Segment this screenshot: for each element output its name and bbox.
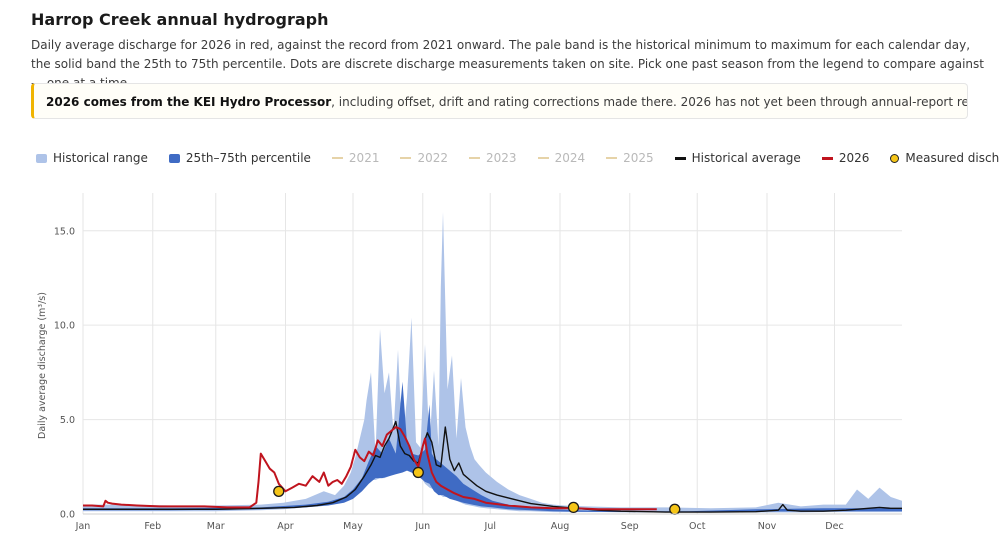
x-tick-label: Oct xyxy=(689,521,706,532)
historical-range-band xyxy=(83,211,902,513)
measured-discharge-point xyxy=(273,485,285,497)
legend-item-2022[interactable]: 2022 xyxy=(400,151,448,165)
legend-item-2026[interactable]: 2026 xyxy=(821,151,870,165)
measured-discharge-point xyxy=(669,503,681,515)
legend-swatch xyxy=(606,157,618,159)
legend-label: Measured discharge xyxy=(905,151,1000,165)
measured-discharge-point xyxy=(567,501,580,514)
legend-item-25th-75th-percentile[interactable]: 25th–75th percentile xyxy=(168,151,311,165)
legend-swatch xyxy=(400,157,412,159)
legend-label: 2023 xyxy=(486,151,517,165)
legend-item-historical-average[interactable]: Historical average xyxy=(674,151,801,165)
series-2026-line xyxy=(83,426,657,511)
page-title: Harrop Creek annual hydrograph xyxy=(31,10,329,29)
x-tick-label: Apr xyxy=(277,521,294,532)
x-tick-label: Sep xyxy=(621,521,639,532)
legend-label: Historical range xyxy=(53,151,148,165)
legend-swatch xyxy=(537,157,549,159)
legend-item-2024[interactable]: 2024 xyxy=(537,151,586,165)
y-tick-label: 10.0 xyxy=(54,321,75,332)
x-tick-label: Jul xyxy=(484,521,496,532)
legend-label: 2022 xyxy=(417,151,449,165)
legend-label: 2024 xyxy=(554,151,586,165)
notice-text: , including offset, drift and rating cor… xyxy=(331,95,967,109)
legend-swatch xyxy=(821,156,833,160)
legend-item-measured-discharge[interactable]: Measured discharge xyxy=(890,151,1000,165)
legend-swatch xyxy=(168,153,180,163)
x-tick-label: Nov xyxy=(758,521,777,532)
legend-label: 25th–75th percentile xyxy=(185,151,311,165)
notice-bold-text: 2026 comes from the KEI Hydro Processor xyxy=(46,95,332,109)
x-tick-label: Aug xyxy=(551,521,570,532)
y-tick-label: 15.0 xyxy=(54,226,75,237)
x-tick-label: Dec xyxy=(825,521,843,532)
historical-average-line xyxy=(83,420,902,513)
legend-label: 2021 xyxy=(348,151,380,165)
chart-legend: Historical range 25th–75th percentile 2021… xyxy=(36,149,1000,167)
legend-item-2023[interactable]: 2023 xyxy=(469,151,517,165)
chart-gridlines xyxy=(82,193,902,515)
x-tick-label: Feb xyxy=(144,521,161,532)
legend-swatch xyxy=(469,157,481,159)
x-tick-label: Jun xyxy=(414,521,430,532)
legend-item-historical-range[interactable]: Historical range xyxy=(36,151,148,165)
y-axis-label: Daily average discharge (m³/s) xyxy=(37,292,48,439)
legend-item-2025[interactable]: 2025 xyxy=(606,151,654,165)
measured-discharge-point xyxy=(412,466,424,479)
y-tick-label: 0.0 xyxy=(60,510,75,521)
legend-swatch xyxy=(36,153,47,163)
data-source-notice: 2026 comes from the KEI Hydro Processor,… xyxy=(31,83,968,119)
y-tick-label: 5.0 xyxy=(60,415,75,426)
legend-label: 2025 xyxy=(623,151,654,165)
legend-label: Historical average xyxy=(691,151,801,165)
legend-label: 2026 xyxy=(838,151,870,165)
x-tick-label: May xyxy=(343,521,363,532)
legend-swatch xyxy=(890,153,900,163)
legend-swatch xyxy=(674,156,686,160)
legend-swatch xyxy=(331,157,343,159)
x-tick-label: Mar xyxy=(207,521,225,532)
legend-item-2021[interactable]: 2021 xyxy=(331,151,380,165)
x-tick-label: Jan xyxy=(75,521,91,532)
